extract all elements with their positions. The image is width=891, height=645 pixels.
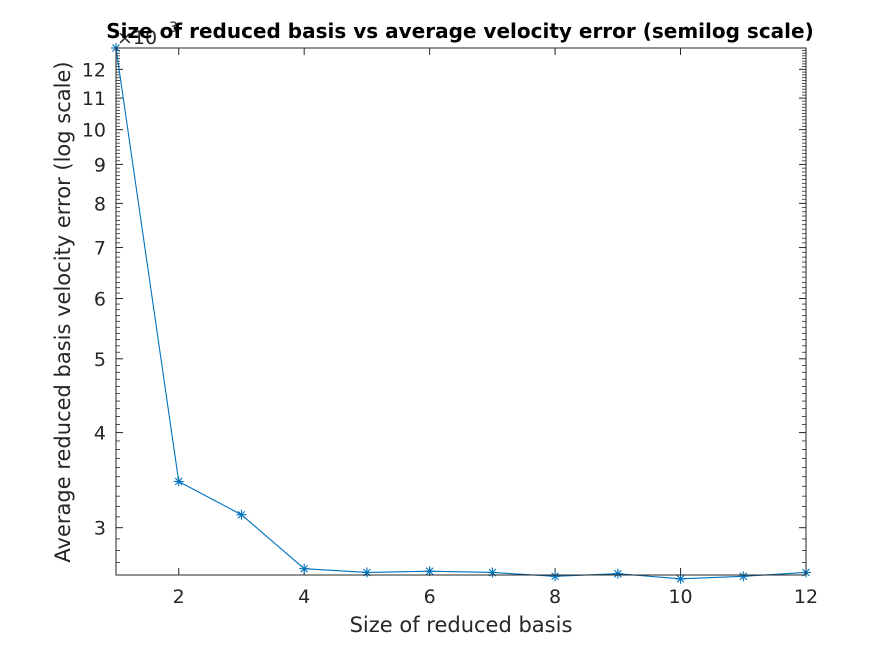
- y-multiplier-label: ×10: [117, 27, 157, 49]
- data-point-marker: [173, 476, 184, 487]
- x-tick-label: 6: [424, 586, 436, 608]
- tick-labels: 2 4 6 8 10 12 3 4 5 6 7 8 9 10 11 12: [82, 59, 818, 608]
- chart-title: Size of reduced basis vs average velocit…: [106, 19, 813, 43]
- y-tick-label: 7: [94, 238, 106, 260]
- x-tick-label: 4: [298, 586, 310, 608]
- data-point-marker: [675, 573, 686, 584]
- y-tick-label: 10: [82, 120, 106, 142]
- axes: [116, 48, 806, 575]
- y-tick-label: 4: [94, 423, 106, 445]
- data-point-marker: [738, 571, 749, 582]
- tick-marks: [116, 47, 807, 576]
- plot-area: [116, 48, 806, 575]
- x-tick-label: 8: [549, 586, 561, 608]
- y-tick-label: 8: [94, 193, 106, 215]
- x-tick-label: 12: [794, 586, 818, 608]
- y-tick-label: 11: [82, 88, 106, 110]
- data-point-marker: [550, 571, 561, 582]
- x-tick-label: 10: [668, 586, 692, 608]
- y-axis-label: Average reduced basis velocity error (lo…: [51, 61, 75, 562]
- data-point-marker: [236, 509, 247, 520]
- axes-box: [115, 47, 807, 576]
- y-tick-label: 5: [94, 349, 106, 371]
- y-multiplier-exponent: -3: [164, 20, 178, 36]
- x-tick-label: 2: [173, 586, 185, 608]
- y-tick-label: 12: [82, 59, 106, 81]
- data-point-marker: [361, 567, 372, 578]
- y-tick-label: 6: [94, 289, 106, 311]
- data-point-marker: [612, 568, 623, 579]
- series-line: [115, 47, 807, 580]
- data-point-marker: [487, 567, 498, 578]
- x-axis-label: Size of reduced basis: [350, 613, 573, 637]
- y-tick-label: 3: [94, 518, 106, 540]
- data-point-marker: [299, 563, 310, 574]
- y-tick-label: 9: [94, 154, 106, 176]
